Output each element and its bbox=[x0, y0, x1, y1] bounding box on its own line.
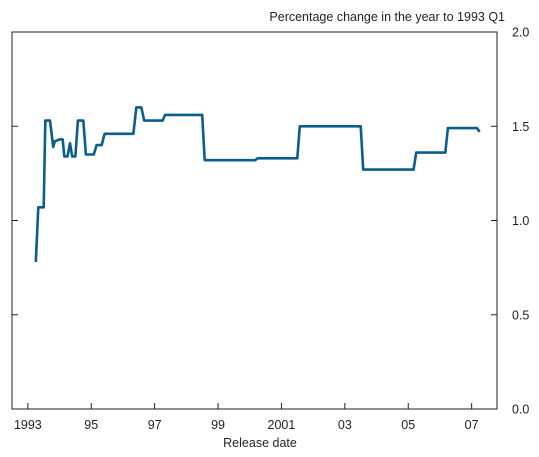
x-axis: 1993 95 97 99 2001 03 05 07 bbox=[14, 403, 479, 432]
x-axis-title: Release date bbox=[223, 436, 297, 450]
y-axis: 0.0 0.5 1.0 1.5 2.0 bbox=[12, 26, 529, 417]
x-tick-label: 97 bbox=[148, 418, 162, 432]
y-tick-label: 1.5 bbox=[512, 120, 529, 134]
x-tick-label: 05 bbox=[401, 418, 415, 432]
x-tick-label: 03 bbox=[338, 418, 352, 432]
series-layer bbox=[34, 106, 481, 263]
x-tick-label: 95 bbox=[84, 418, 98, 432]
units-label: Percentage change in the year to 1993 Q1 bbox=[269, 10, 505, 24]
y-tick-label: 0.5 bbox=[512, 308, 529, 322]
x-tick-label: 2001 bbox=[268, 418, 296, 432]
y-tick-label: 0.0 bbox=[512, 403, 529, 417]
x-tick-label: 99 bbox=[211, 418, 225, 432]
x-tick-label: 07 bbox=[465, 418, 479, 432]
plot-frame bbox=[11, 31, 498, 410]
y-tick-label: 2.0 bbox=[512, 26, 529, 40]
x-tick-label: 1993 bbox=[14, 418, 42, 432]
y-tick-label: 1.0 bbox=[512, 214, 529, 228]
series-line bbox=[34, 106, 481, 263]
